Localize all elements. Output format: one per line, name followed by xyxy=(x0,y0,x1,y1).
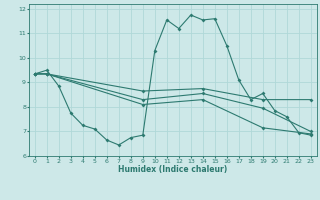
X-axis label: Humidex (Indice chaleur): Humidex (Indice chaleur) xyxy=(118,165,228,174)
